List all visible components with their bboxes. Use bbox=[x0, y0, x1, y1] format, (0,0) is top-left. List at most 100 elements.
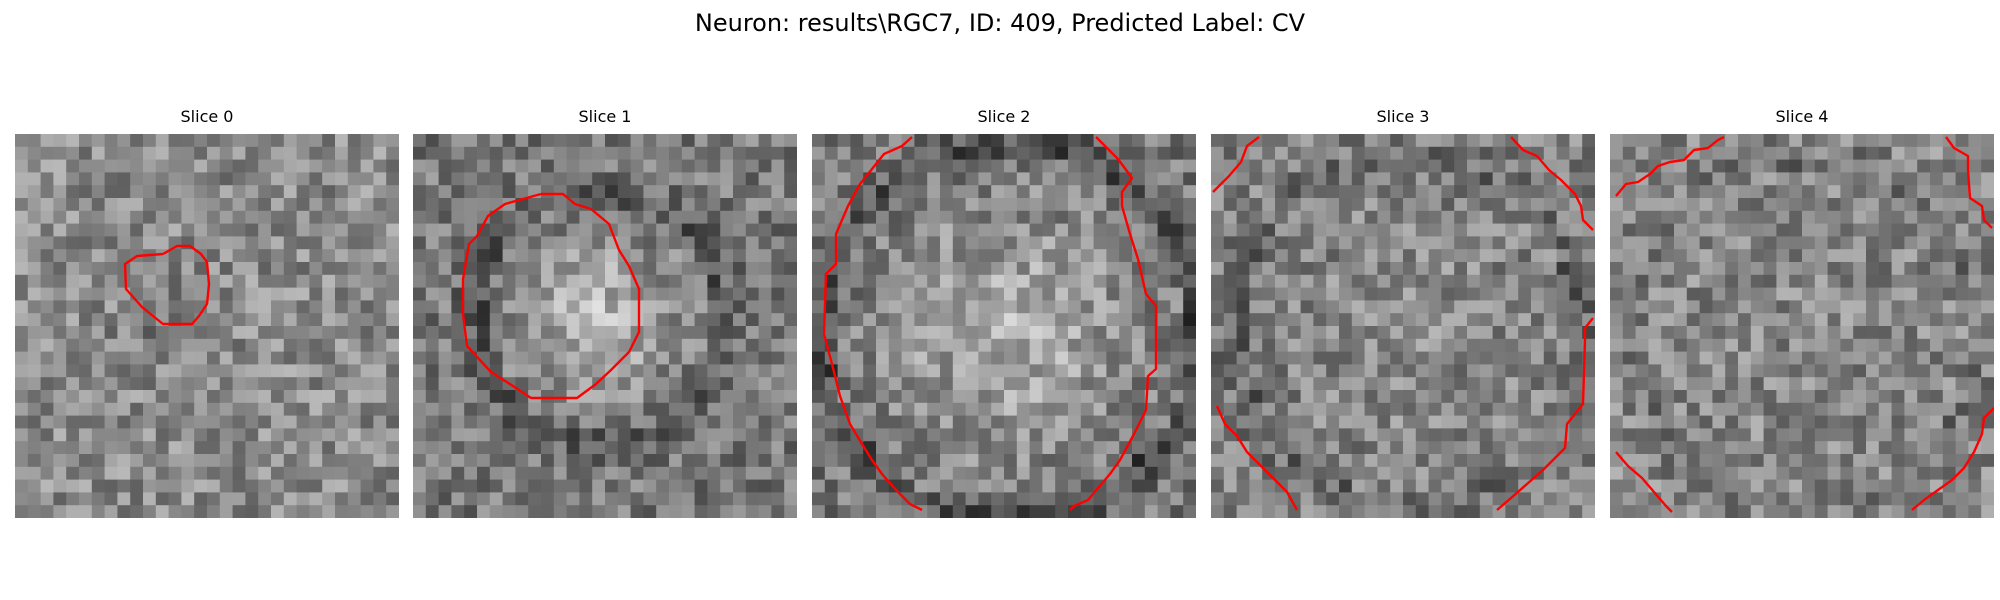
pixel bbox=[1211, 454, 1225, 468]
pixel bbox=[130, 185, 144, 199]
pixel bbox=[745, 134, 760, 148]
pixel bbox=[1262, 249, 1276, 263]
pixel bbox=[1776, 198, 1790, 212]
pixel bbox=[386, 338, 399, 353]
pixel bbox=[1802, 210, 1816, 225]
pixel bbox=[1635, 185, 1649, 199]
pixel bbox=[438, 223, 452, 237]
pixel bbox=[643, 351, 657, 365]
pixel bbox=[1275, 249, 1289, 263]
pixel bbox=[1814, 134, 1829, 148]
pixel bbox=[1479, 415, 1494, 429]
pixel bbox=[837, 172, 851, 186]
pixel bbox=[669, 390, 683, 404]
pixel bbox=[143, 454, 157, 468]
pixel bbox=[876, 249, 890, 263]
pixel bbox=[1004, 313, 1018, 327]
pixel bbox=[1674, 505, 1688, 518]
pixel bbox=[1531, 505, 1545, 518]
pixel bbox=[1403, 223, 1417, 237]
pixel bbox=[1917, 454, 1931, 468]
pixel bbox=[143, 287, 157, 301]
pixel bbox=[1789, 402, 1803, 417]
pixel bbox=[1891, 262, 1905, 276]
pixel bbox=[1492, 466, 1506, 481]
pixel bbox=[888, 223, 903, 237]
pixel bbox=[1802, 185, 1816, 199]
pixel bbox=[1827, 172, 1841, 186]
pixel bbox=[155, 402, 170, 417]
pixel bbox=[91, 415, 106, 429]
pixel bbox=[502, 505, 516, 518]
pixel bbox=[745, 274, 760, 289]
pixel bbox=[181, 428, 195, 442]
pixel bbox=[1543, 236, 1558, 250]
pixel bbox=[1556, 146, 1570, 161]
pixel bbox=[271, 441, 285, 455]
pixel bbox=[1080, 172, 1095, 186]
pixel bbox=[1170, 223, 1184, 237]
pixel bbox=[1441, 338, 1455, 353]
pixel bbox=[91, 428, 106, 442]
pixel bbox=[927, 492, 941, 506]
pixel bbox=[271, 505, 285, 518]
pixel bbox=[1840, 351, 1854, 365]
pixel bbox=[194, 377, 208, 391]
pixel bbox=[464, 402, 478, 417]
pixel bbox=[1763, 466, 1777, 481]
pixel bbox=[451, 236, 465, 250]
pixel bbox=[1157, 466, 1171, 481]
pixel bbox=[1866, 287, 1880, 301]
pixel bbox=[1351, 377, 1366, 391]
pixel bbox=[1004, 466, 1018, 481]
pixel bbox=[1840, 172, 1854, 186]
pixel bbox=[1415, 466, 1430, 481]
pixel bbox=[1904, 134, 1918, 148]
pixel bbox=[1981, 505, 1994, 518]
pixel bbox=[1661, 479, 1675, 493]
pixel bbox=[1313, 223, 1327, 237]
pixel bbox=[515, 210, 529, 225]
pixel bbox=[1556, 249, 1570, 263]
pixel bbox=[1068, 249, 1082, 263]
pixel bbox=[1042, 185, 1056, 199]
pixel bbox=[553, 390, 568, 404]
pixel bbox=[876, 172, 890, 186]
pixel bbox=[386, 287, 399, 301]
pixel bbox=[1814, 351, 1829, 365]
pixel bbox=[812, 364, 826, 378]
pixel bbox=[1223, 351, 1238, 365]
pixel bbox=[1454, 402, 1468, 417]
pixel bbox=[155, 287, 170, 301]
pixel bbox=[1582, 402, 1595, 417]
pixel bbox=[143, 185, 157, 199]
pixel bbox=[1183, 377, 1196, 391]
pixel bbox=[451, 287, 465, 301]
pixel bbox=[694, 390, 708, 404]
pixel bbox=[489, 134, 504, 148]
pixel bbox=[1467, 300, 1481, 314]
pixel bbox=[271, 492, 285, 506]
pixel bbox=[1891, 428, 1905, 442]
pixel bbox=[579, 300, 593, 314]
pixel bbox=[1531, 492, 1545, 506]
pixel bbox=[1802, 146, 1816, 161]
pixel bbox=[1351, 249, 1366, 263]
pixel bbox=[271, 236, 285, 250]
pixel bbox=[347, 146, 362, 161]
pixel bbox=[1132, 287, 1146, 301]
pixel bbox=[745, 338, 760, 353]
pixel bbox=[1170, 326, 1184, 340]
pixel bbox=[1042, 262, 1056, 276]
pixel bbox=[1170, 287, 1184, 301]
pixel bbox=[1403, 249, 1417, 263]
pixel bbox=[104, 287, 118, 301]
pixel bbox=[771, 159, 785, 173]
pixel bbox=[66, 236, 80, 250]
pixel bbox=[1582, 441, 1595, 455]
pixel bbox=[1518, 377, 1532, 391]
pixel bbox=[296, 287, 310, 301]
pixel bbox=[219, 428, 234, 442]
pixel bbox=[1610, 479, 1624, 493]
pixel bbox=[1610, 351, 1624, 365]
